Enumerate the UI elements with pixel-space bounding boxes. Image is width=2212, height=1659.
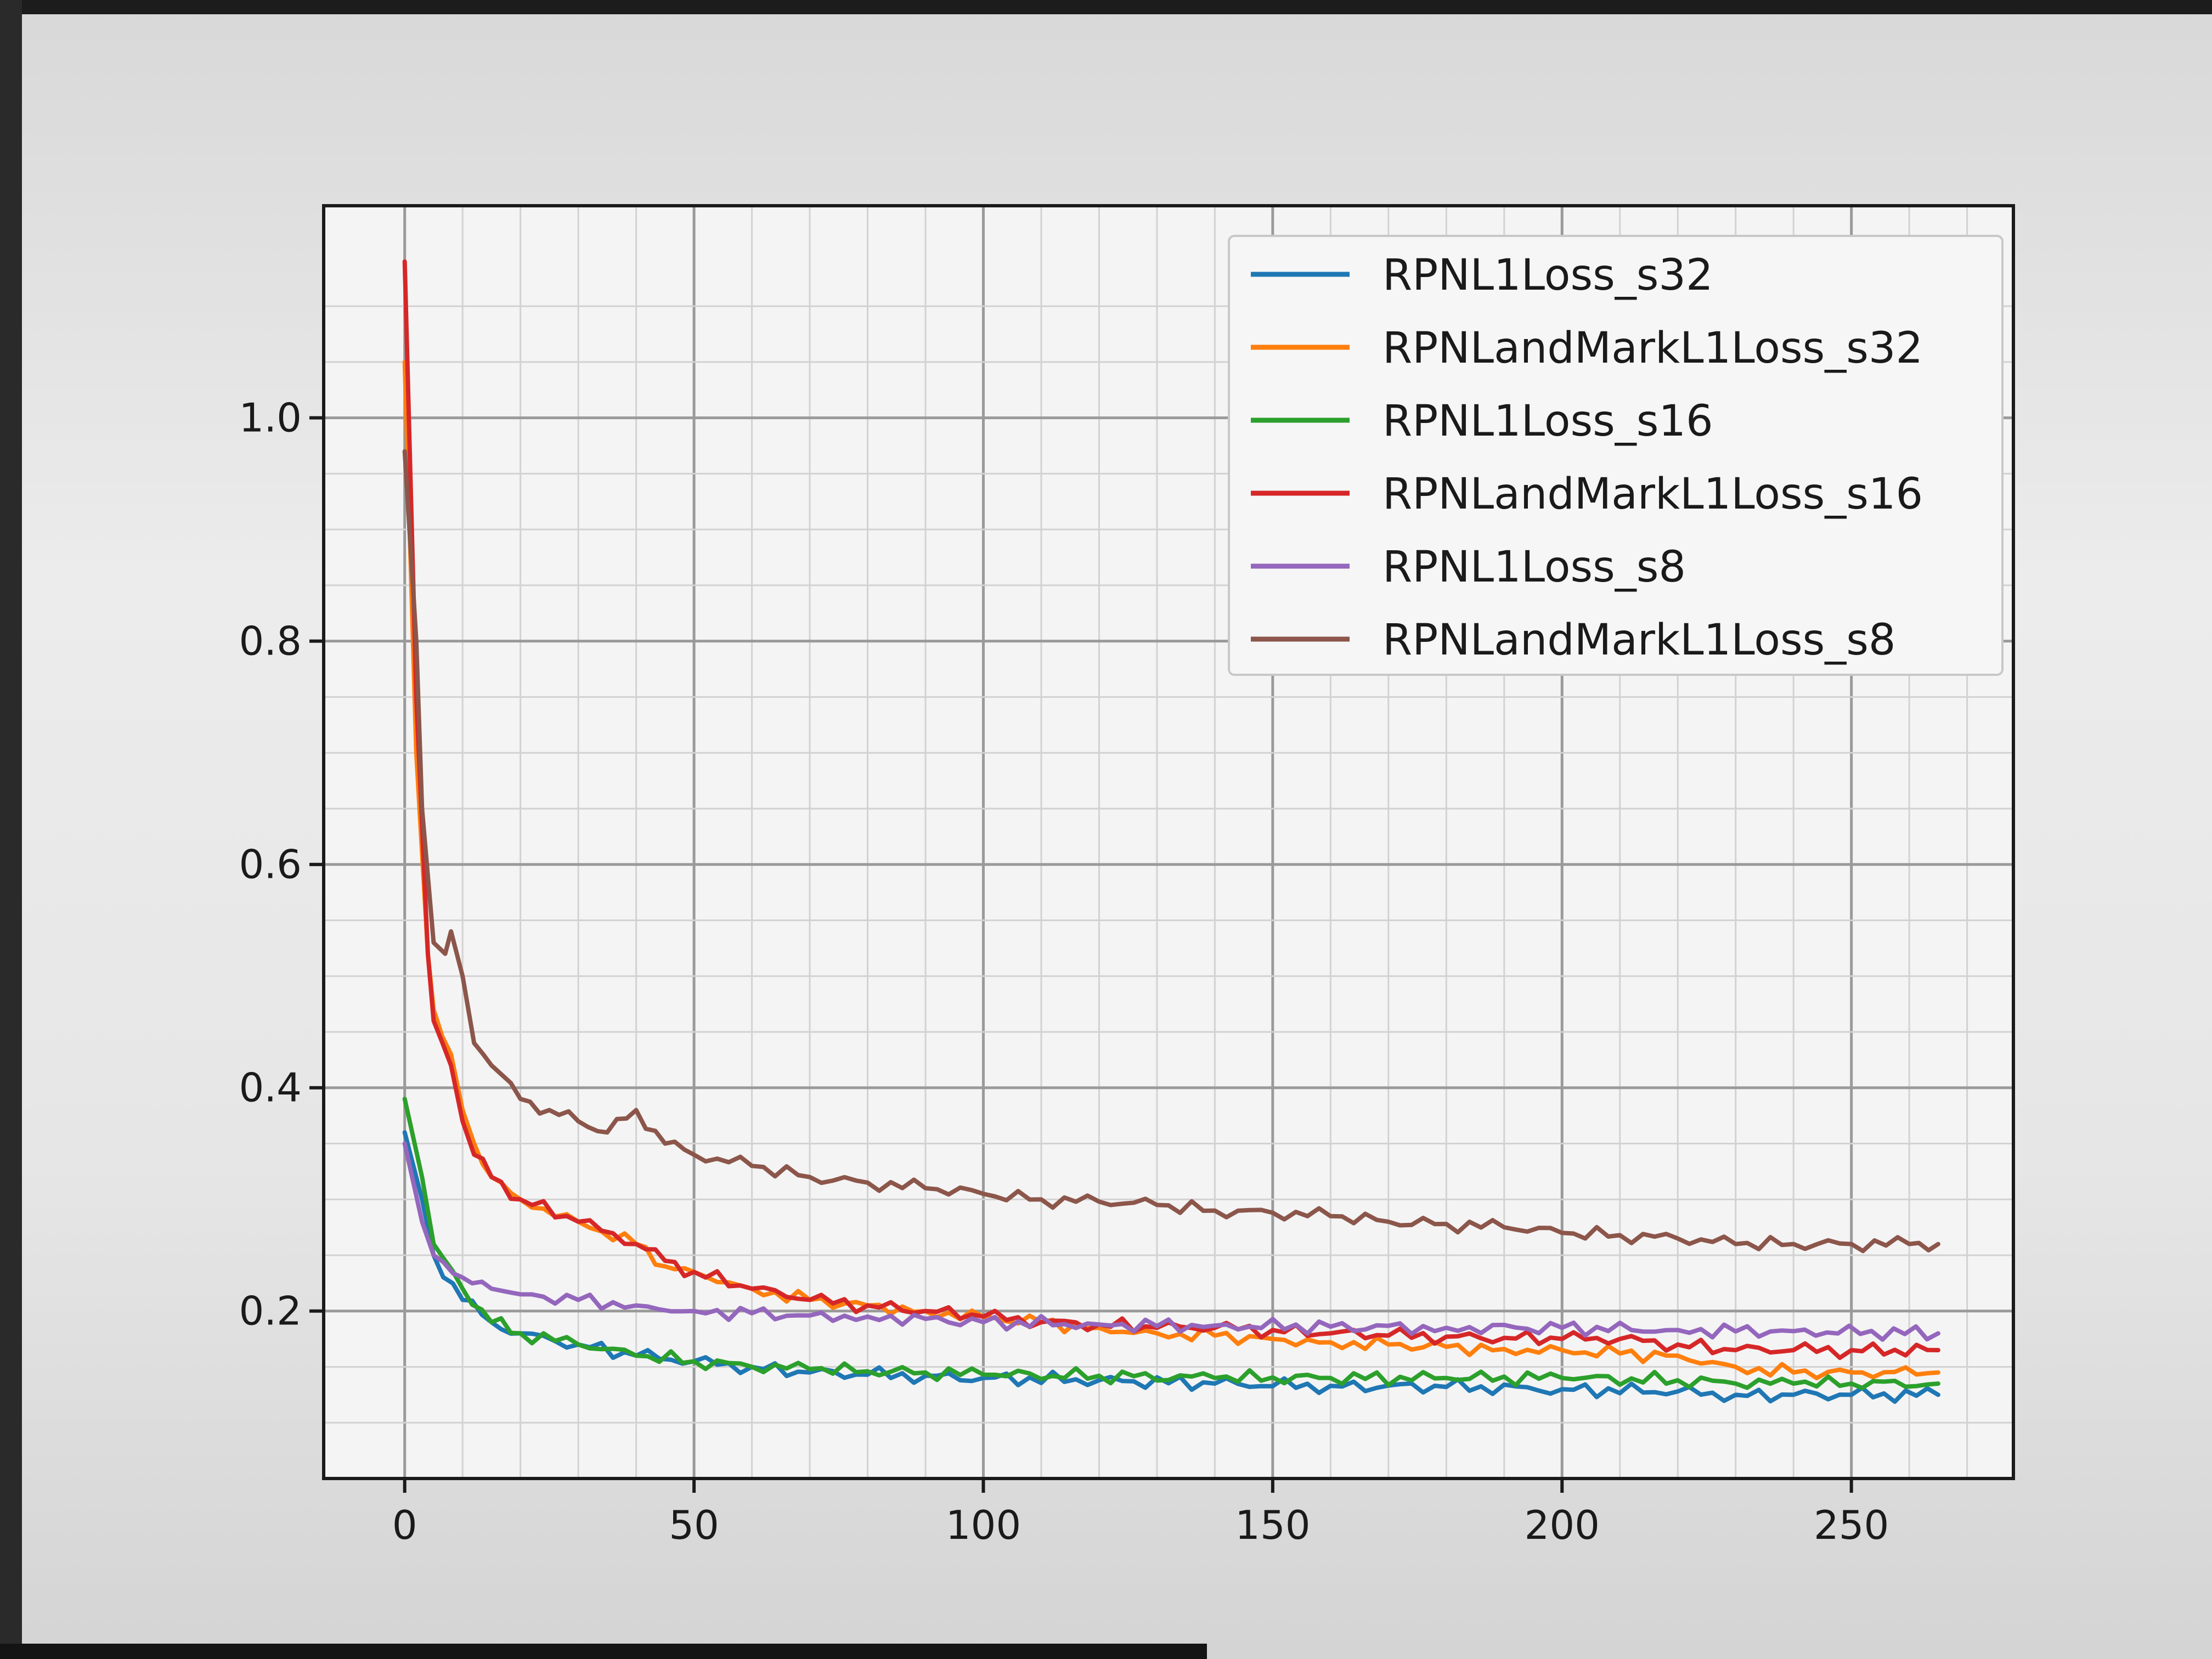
monitor-bezel-bottom — [0, 1644, 1207, 1659]
plot-frame — [322, 204, 2015, 1480]
series-line — [402, 1097, 1940, 1390]
series-line — [402, 1141, 1940, 1342]
legend-label: RPNL1Loss_s8 — [1383, 543, 1686, 592]
legend-label: RPNL1Loss_s16 — [1383, 397, 1713, 446]
legend-label: RPNLandMarkL1Loss_s32 — [1383, 324, 1923, 373]
monitor-bezel-left — [0, 0, 22, 1659]
chart-series-lines — [402, 259, 1940, 1404]
x-tick-label: 50 — [669, 1502, 719, 1548]
x-tick-label: 150 — [1235, 1502, 1310, 1548]
legend-label: RPNLandMarkL1Loss_s16 — [1383, 470, 1923, 519]
y-tick-label: 0.2 — [239, 1288, 302, 1334]
legend-label: RPNLandMarkL1Loss_s8 — [1383, 616, 1896, 665]
x-tick-label: 200 — [1525, 1502, 1600, 1548]
series-line — [402, 449, 1940, 1254]
chart-axis-ticks: 0 50 100 150 200 250 0.2 0.4 0.6 0.8 1.0 — [239, 395, 1889, 1548]
chart-legend: RPNL1Loss_s32 RPNLandMarkL1Loss_s32 RPNL1L… — [1228, 235, 2004, 676]
legend-label: RPNL1Loss_s32 — [1383, 251, 1713, 300]
monitor-bezel-top — [0, 0, 2212, 14]
x-tick-label: 0 — [392, 1502, 417, 1548]
y-tick-label: 1.0 — [239, 395, 302, 441]
x-tick-label: 100 — [946, 1502, 1021, 1548]
y-tick-label: 0.4 — [239, 1065, 302, 1111]
x-tick-label: 250 — [1814, 1502, 1889, 1548]
y-tick-label: 0.8 — [239, 618, 302, 664]
y-tick-label: 0.6 — [239, 842, 302, 888]
legend-box — [1228, 235, 2004, 676]
